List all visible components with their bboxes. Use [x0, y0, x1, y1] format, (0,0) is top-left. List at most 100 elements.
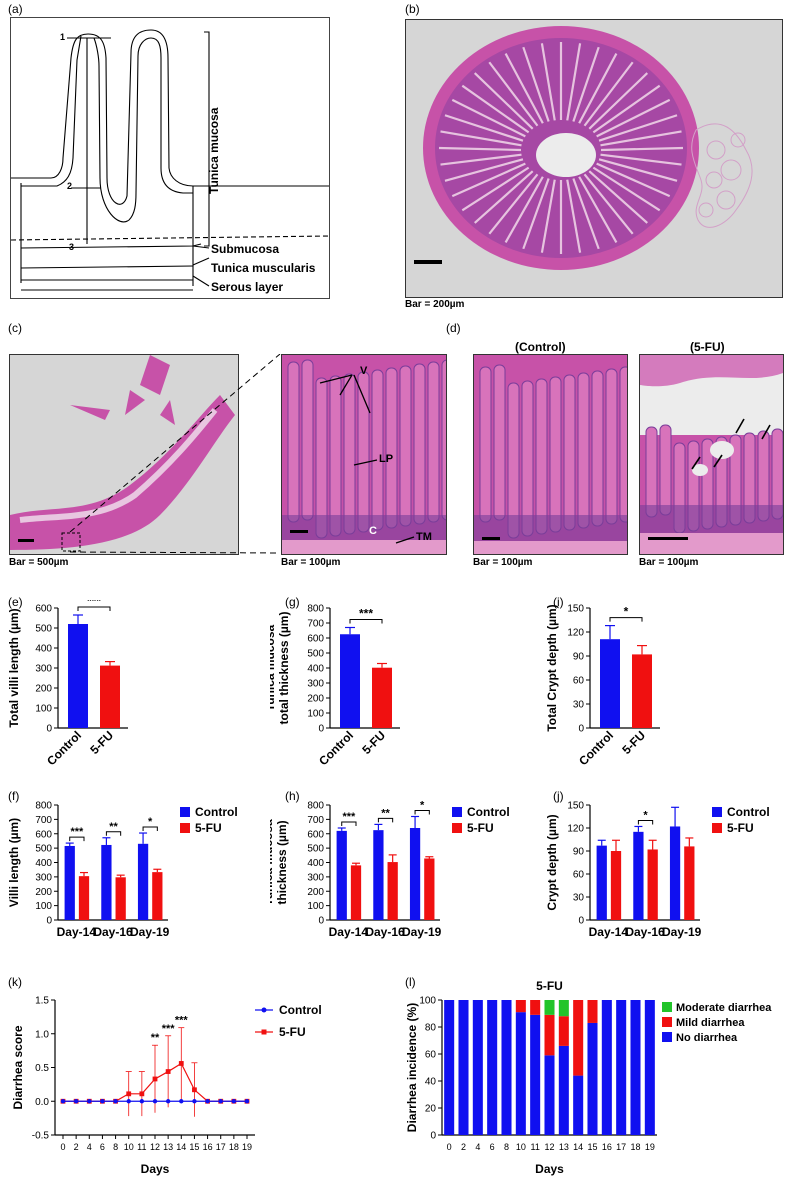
- chart-l-bar-segment: [515, 1012, 526, 1135]
- chart-j-sig-bracket: [637, 819, 654, 825]
- villus-diagram: 1 2 3 Tunica mucosa Submucosa Tunica mus…: [10, 17, 330, 299]
- panel-label-a: (a): [8, 2, 23, 16]
- chart-k-sig-label: ***: [162, 1023, 176, 1035]
- diagram-mark-1: 1: [60, 32, 66, 42]
- chart-l-bar-segment: [616, 1000, 627, 1135]
- chart-h-legend-label: Control: [467, 805, 510, 819]
- chart-f-bar: [78, 876, 90, 920]
- chart-f-sig-label: ***: [70, 826, 84, 838]
- chart-l-bar-segment: [587, 1022, 598, 1135]
- chart-f-xtick-label: Day-19: [130, 925, 170, 939]
- micrograph-b: [405, 19, 783, 298]
- label-LP: LP: [379, 453, 394, 465]
- chart-f-ytick-label: 700: [35, 815, 52, 826]
- chart-f-ytick-label: 200: [35, 887, 52, 898]
- chart-l-xtick-label: 4: [475, 1142, 480, 1152]
- chart-k-point: [100, 1099, 105, 1104]
- chart-l-ytick-label: 40: [425, 1077, 437, 1088]
- chart-k-point: [126, 1091, 132, 1097]
- chart-e-ytick-label: 400: [35, 644, 52, 655]
- chart-e-ytick-label: 600: [35, 604, 52, 615]
- chart-l-ytick-label: 20: [425, 1104, 437, 1115]
- chart-k-point: [60, 1099, 66, 1104]
- chart-g-ylabel: Tunica mucosa: [270, 624, 277, 711]
- chart-h-legend-swatch: [452, 823, 462, 833]
- chart-f-ytick-label: 600: [35, 829, 52, 840]
- chart-g-ytick-label: 400: [307, 664, 324, 675]
- chart-l-bar-segment: [515, 1000, 526, 1013]
- micrograph-d-control-svg: [474, 364, 627, 554]
- chart-j-legend-swatch: [712, 823, 722, 833]
- title-5fu: (5-FU): [690, 340, 725, 354]
- panel-label-c: (c): [8, 321, 22, 335]
- chart-k-ytick-label: -0.5: [32, 1131, 50, 1142]
- chart-g-ytick-label: 300: [307, 679, 324, 690]
- chart-h-xtick-label: Day-19: [402, 925, 442, 939]
- chart-l-xtick-label: 2: [461, 1142, 466, 1152]
- chart-k-point: [165, 1069, 171, 1074]
- chart-h-ylabel: Tunica mucosa: [270, 819, 275, 906]
- chart-e-ytick-label: 100: [35, 704, 52, 715]
- chart-h-ytick-label: 400: [307, 858, 324, 869]
- chart-k-point: [113, 1099, 118, 1104]
- chart-l-bar-segment: [601, 1000, 612, 1135]
- chart-f-bar: [137, 843, 149, 920]
- chart-l-xtick-label: 16: [602, 1142, 612, 1152]
- micrograph-d-5fu-svg: [640, 355, 783, 554]
- chart-f: 0 100 200 300 400 500 600 700 800 Villi length (µ…: [7, 801, 238, 940]
- chart-h-sig-bracket: [341, 821, 357, 826]
- chart-l-bar-segment: [544, 1000, 555, 1015]
- panel-label-f: (f): [8, 789, 20, 803]
- chart-g-ytick-label: 600: [307, 634, 324, 645]
- chart-k: -0.5 0.0 0.5 1.0 1.5 0 2 4 6 8 10 11 12 13 14 15 16 17 18 1…: [11, 996, 322, 1177]
- chart-f-legend-swatch: [180, 807, 190, 817]
- chart-k-xtick-label: 19: [242, 1142, 252, 1152]
- chart-l-bar-segment: [573, 1000, 584, 1076]
- chart-h-bar: [409, 828, 421, 920]
- chart-l-ylabel: Diarrhea incidence (%): [405, 1003, 419, 1132]
- chart-e-ytick-label: 0: [46, 724, 52, 735]
- chart-k-point: [152, 1076, 158, 1082]
- chart-k-legend-label: Control: [279, 1003, 322, 1017]
- micrograph-c-right: V LP C TM: [281, 354, 447, 555]
- chart-e-ytick-label: 500: [35, 624, 52, 635]
- chart-k-point: [152, 1099, 158, 1104]
- chart-k-xtick-label: 0: [60, 1142, 65, 1152]
- chart-g-ytick-label: 700: [307, 619, 324, 630]
- chart-g-bar: [372, 667, 392, 728]
- chart-g-ytick-label: 200: [307, 694, 324, 705]
- chart-f-ytick-label: 0: [46, 916, 52, 927]
- chart-f-sig-label: *: [148, 816, 153, 828]
- chart-i-ytick-label: 60: [573, 676, 585, 687]
- chart-g-ytick-label: 800: [307, 604, 324, 615]
- micrograph-c-right-svg: [282, 359, 446, 554]
- panel-label-d: (d): [446, 321, 461, 335]
- scale-c-left: Bar = 500µm: [9, 557, 69, 568]
- chart-f-sig-bracket: [105, 831, 122, 836]
- chart-l-title: 5-FU: [536, 980, 563, 993]
- chart-k-xtick-label: 17: [216, 1142, 226, 1152]
- chart-g-ytick-label: 500: [307, 649, 324, 660]
- chart-l-ytick-label: 0: [430, 1131, 436, 1142]
- chart-k-point: [179, 1099, 184, 1104]
- chart-j-ytick-label: 30: [573, 893, 585, 904]
- chart-j-ytick-label: 150: [567, 801, 584, 812]
- chart-l-xlabel: Days: [535, 1162, 564, 1176]
- chart-l-bar-segment: [544, 1055, 555, 1135]
- chart-l-bar-segment: [630, 1000, 641, 1135]
- chart-h-sig-bracket: [414, 810, 430, 815]
- chart-k-xtick-label: 11: [137, 1142, 146, 1152]
- label-tunica-mucosa: Tunica mucosa: [207, 107, 221, 194]
- label-tunica-muscularis: Tunica muscularis: [211, 261, 316, 275]
- chart-l-xtick-label: 11: [530, 1142, 539, 1152]
- chart-k-point: [192, 1087, 197, 1093]
- chart-l-ytick-label: 80: [425, 1023, 437, 1034]
- chart-j-ytick-label: 60: [573, 870, 585, 881]
- chart-k-point: [244, 1099, 250, 1104]
- chart-h-ytick-label: 700: [307, 815, 324, 826]
- chart-f-sig-bracket: [69, 836, 85, 842]
- chart-l-xtick-label: 10: [516, 1142, 526, 1152]
- chart-k-ytick-label: 0.5: [35, 1063, 49, 1074]
